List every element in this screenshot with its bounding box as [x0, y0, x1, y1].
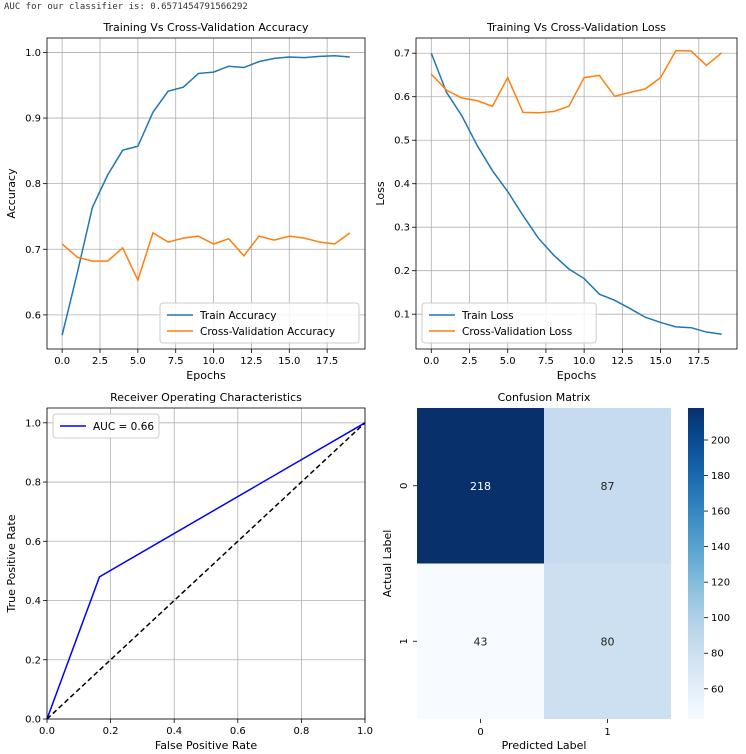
legend: Train Accuracy Cross-Validation Accuracy: [159, 302, 360, 344]
chart-panel-1: 0.0 2.5 5.0 7.5 10.0 12.5 15.0 17.5 0.1 0.2 0.3 0.4…: [374, 21, 738, 382]
series-line-auc-0-66: [46, 422, 366, 720]
y-tick-label: 0.7: [394, 49, 410, 60]
colorbar-tick-label: 200: [711, 435, 730, 446]
y-tick-label: 0.2: [25, 655, 41, 666]
x-tick-label: 17.5: [688, 356, 710, 367]
legend-label: AUC = 0.66: [93, 421, 154, 433]
colorbar-tick-label: 120: [711, 578, 730, 589]
chart-panel-3: 218 87 43 80 0 1 0 1 Confusion Matrix Predicted L…: [381, 391, 730, 752]
x-tick-label: 0.2: [103, 726, 119, 737]
colorbar-tick-label: 180: [711, 471, 730, 482]
x-tick-label: 7.5: [538, 356, 554, 367]
x-tick-label: 10.0: [202, 356, 224, 367]
y-axis-label: Actual Label: [381, 530, 394, 598]
y-tick-label: 0.9: [25, 114, 41, 125]
x-tick-label: 12.5: [240, 356, 262, 367]
x-tick-label: 1.0: [357, 726, 373, 737]
x-axis-label: Epochs: [557, 369, 597, 382]
y-tick-label: 0.3: [394, 223, 410, 234]
heatmap-cell-value: 80: [601, 635, 615, 648]
x-tick-label: 5.0: [130, 356, 146, 367]
y-tick-label: 0.0: [25, 715, 41, 726]
chart-panel-2: 0.0 0.2 0.4 0.6 0.8 1.0 0.0 0.2 0.4 0.6 0.8 1.0 Rece…: [5, 391, 373, 752]
x-tick-label: 0.0: [39, 726, 55, 737]
axes-frame: [415, 37, 738, 350]
y-tick-label: 1: [399, 638, 410, 644]
y-axis-label: Loss: [374, 181, 387, 205]
colorbar-tick-label: 140: [711, 542, 730, 553]
heatmap-cell-value: 87: [601, 480, 615, 493]
y-tick-label: 0.1: [394, 310, 410, 321]
y-axis-label: Accuracy: [5, 168, 18, 219]
x-tick-label: 15.0: [649, 356, 671, 367]
x-tick-label: 1: [604, 727, 610, 738]
legend-label: Cross-Validation Accuracy: [200, 326, 335, 338]
y-axis-label: True Positive Rate: [5, 514, 18, 613]
heatmap-cell: [544, 563, 671, 719]
x-tick-label: 0.6: [230, 726, 246, 737]
x-axis-label: False Positive Rate: [155, 739, 257, 752]
colorbar-tick-label: 100: [711, 613, 730, 624]
x-axis-label: Epochs: [186, 369, 226, 382]
x-tick-label: 2.5: [462, 356, 478, 367]
colorbar-tick-label: 80: [711, 649, 724, 660]
heatmap-cell: [417, 408, 544, 564]
series-line-diagonal: [46, 422, 366, 720]
heatmap-cell-value: 218: [470, 480, 491, 493]
x-tick-label: 10.0: [573, 356, 595, 367]
legend-box: [159, 302, 360, 344]
y-tick-label: 0.6: [394, 92, 410, 103]
series-line-cross-validation-accuracy: [61, 231, 351, 283]
x-tick-label: 7.5: [168, 356, 184, 367]
legend-label: Train Accuracy: [199, 310, 276, 322]
chart-title: Receiver Operating Characteristics: [110, 391, 302, 404]
series-line-train-accuracy: [61, 54, 350, 336]
chart-title: Training Vs Cross-Validation Accuracy: [102, 21, 309, 34]
legend: Train Loss Cross-Validation Loss: [421, 302, 597, 344]
auc-output-text: AUC for our classifier is: 0.65714547915…: [4, 2, 248, 12]
x-tick-label: 17.5: [316, 356, 338, 367]
x-tick-label: 0.8: [293, 726, 309, 737]
x-tick-label: 5.0: [500, 356, 516, 367]
legend-box: [421, 302, 597, 344]
x-tick-label: 2.5: [92, 356, 108, 367]
colorbar-tick-label: 160: [711, 507, 730, 518]
axes-frame: [46, 407, 366, 720]
y-tick-label: 0.6: [25, 537, 41, 548]
x-axis-label: Predicted Label: [502, 739, 587, 752]
y-tick-label: 1.0: [25, 418, 41, 429]
chart-title: Training Vs Cross-Validation Loss: [486, 21, 666, 34]
y-tick-label: 0.4: [394, 179, 410, 190]
y-tick-label: 0.8: [25, 179, 41, 190]
y-tick-label: 0.2: [394, 266, 410, 277]
legend-label: Cross-Validation Loss: [462, 326, 572, 338]
x-tick-label: 0: [477, 727, 483, 738]
x-tick-label: 0.0: [423, 356, 439, 367]
y-tick-label: 0: [399, 483, 410, 489]
heatmap-cell: [544, 408, 671, 564]
y-tick-label: 0.5: [394, 136, 410, 147]
chart-title: Confusion Matrix: [498, 391, 591, 404]
series-line-cross-validation-loss: [430, 49, 723, 114]
y-tick-label: 0.8: [25, 478, 41, 489]
colorbar: [688, 408, 704, 719]
colorbar-tick-label: 60: [711, 684, 724, 695]
legend-label: Train Loss: [461, 310, 514, 322]
heatmap-cell-value: 43: [474, 635, 488, 648]
legend-box: [52, 413, 160, 439]
heatmap-cell: [417, 563, 544, 719]
x-tick-label: 0.0: [54, 356, 70, 367]
y-tick-label: 0.7: [25, 245, 41, 256]
series-line-train-loss: [430, 52, 722, 335]
y-tick-label: 1.0: [25, 48, 41, 59]
y-tick-label: 0.6: [25, 310, 41, 321]
axes-frame: [46, 37, 366, 350]
y-tick-label: 0.4: [25, 596, 41, 607]
chart-panel-0: 0.0 2.5 5.0 7.5 10.0 12.5 15.0 17.5 0.6 0.7 0.8 0.9…: [5, 21, 366, 382]
x-tick-label: 15.0: [278, 356, 300, 367]
x-tick-label: 12.5: [611, 356, 633, 367]
legend: AUC = 0.66: [52, 413, 160, 439]
x-tick-label: 0.4: [166, 726, 182, 737]
